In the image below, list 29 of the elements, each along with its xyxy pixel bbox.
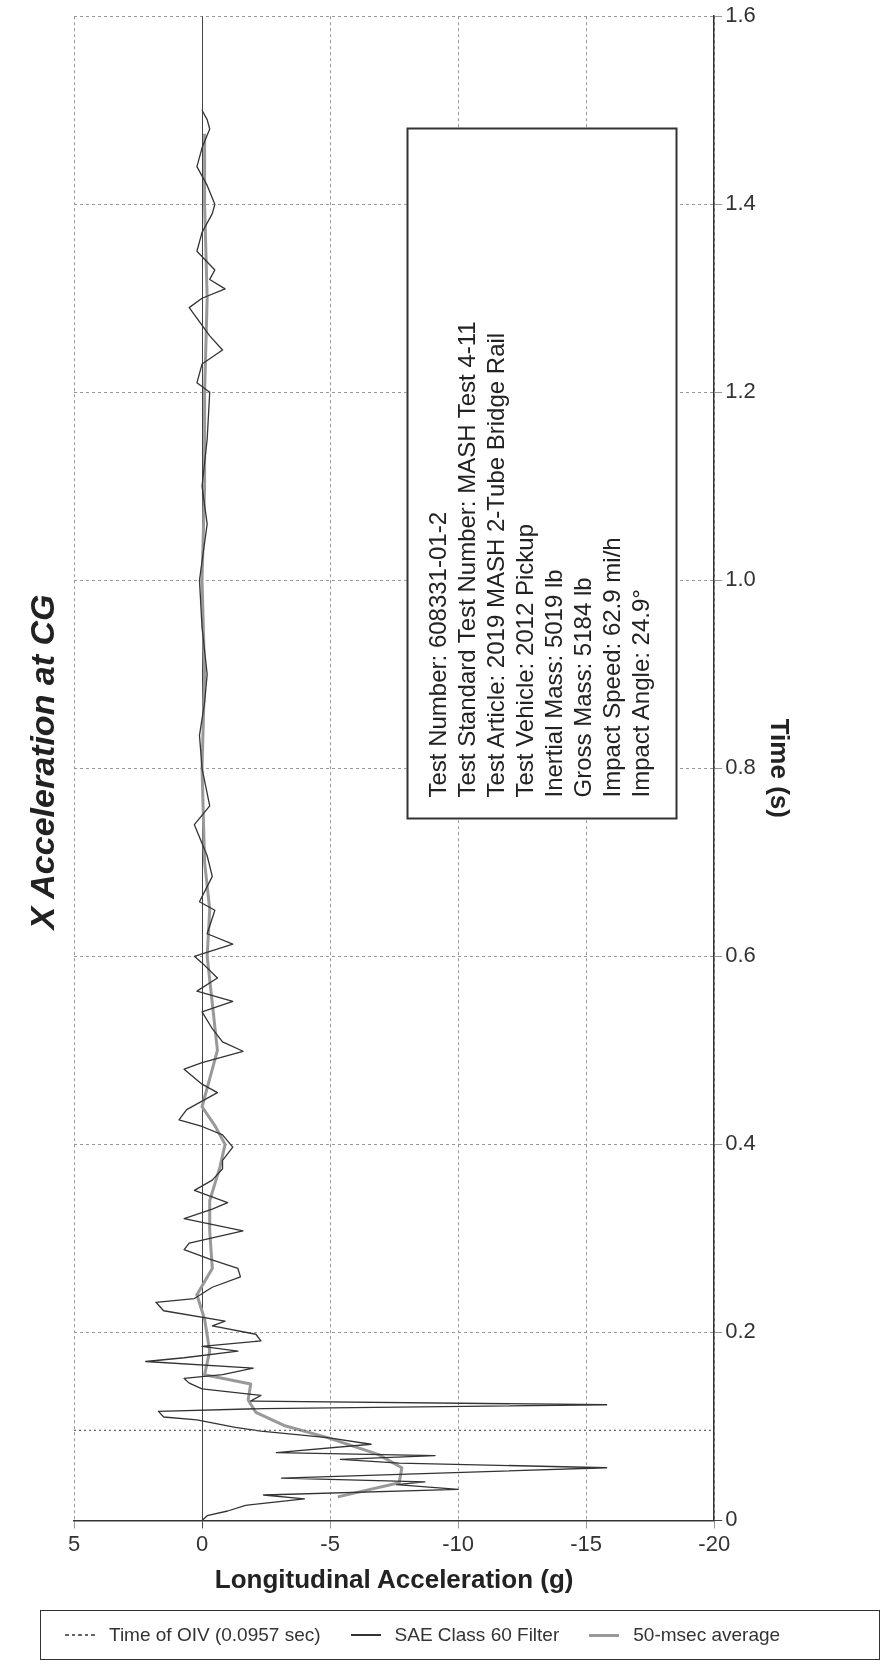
- annotation: Impact Angle: 24.9°: [625, 588, 655, 798]
- y-tick-label: 0: [725, 1506, 738, 1532]
- legend-label: SAE Class 60 Filter: [394, 1624, 560, 1646]
- x-tick-label: 5: [67, 1530, 81, 1556]
- y-tick-label: 1.6: [725, 2, 756, 28]
- legend-label: 50-msec average: [633, 1624, 781, 1646]
- annotation: Test Vehicle: 2012 Pickup: [509, 523, 539, 798]
- x-tick-label: -15: [570, 1530, 603, 1556]
- legend-label: Time of OIV (0.0957 sec): [109, 1624, 321, 1646]
- annotation: Test Standard Test Number: MASH Test 4-11: [451, 320, 481, 798]
- y-tick-label: 0.8: [725, 754, 756, 780]
- annotation: Gross Mass: 5184 lb: [567, 576, 597, 798]
- y-tick-label: 0.2: [725, 1318, 756, 1344]
- y-axis-title: Time (s): [765, 718, 796, 818]
- y-tick-label: 0.4: [725, 1130, 756, 1156]
- annotation: Impact Speed: 62.9 mi/h: [596, 536, 626, 798]
- annotation: Test Article: 2019 MASH 2-Tube Bridge Rail: [480, 331, 510, 798]
- y-tick-label: 1.2: [725, 378, 756, 404]
- y-tick-label: 0.6: [725, 942, 756, 968]
- x-tick-label: -20: [698, 1530, 731, 1556]
- x-tick-label: -10: [442, 1530, 475, 1556]
- x-axis-title: Longitudinal Acceleration (g): [214, 1563, 574, 1594]
- annotation: Inertial Mass: 5019 lb: [538, 568, 568, 798]
- text: X Acceleration at CG: [23, 593, 62, 933]
- annotation: Test Number: 608331-01-2: [422, 511, 452, 798]
- y-tick-label: 1.4: [725, 190, 756, 216]
- x-tick-label: 0: [195, 1530, 209, 1556]
- x-tick-label: -5: [320, 1530, 340, 1556]
- y-tick-label: 1.0: [725, 566, 756, 592]
